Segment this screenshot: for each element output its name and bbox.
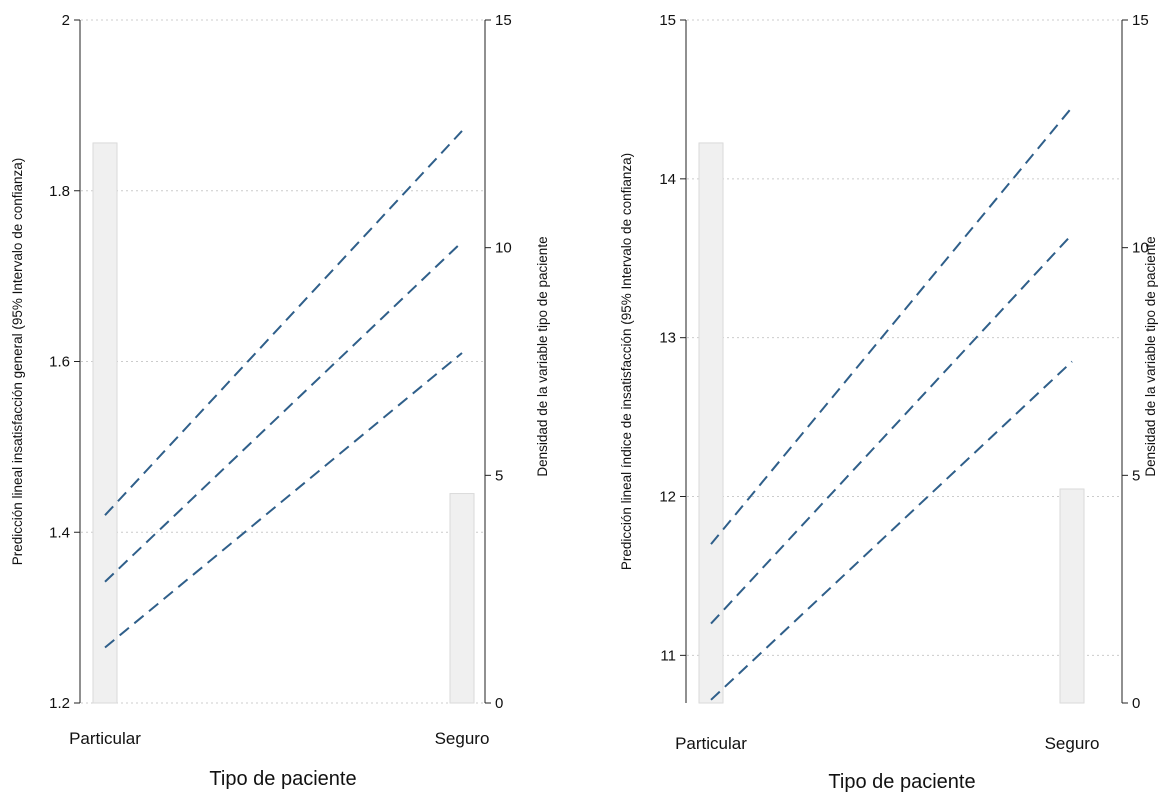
left-y-tick-label: 1.8 bbox=[49, 183, 70, 200]
x-axis-title: Tipo de paciente bbox=[209, 768, 356, 790]
left-y-tick-label: 1.2 bbox=[49, 695, 70, 712]
x-category-label: Seguro bbox=[435, 729, 490, 748]
left-y-tick-label: 11 bbox=[660, 647, 676, 664]
left-y-tick-label: 1.4 bbox=[49, 524, 70, 541]
right-y-tick-label: 10 bbox=[1132, 240, 1149, 257]
right-y-tick-label: 0 bbox=[1132, 695, 1140, 712]
series-line bbox=[104, 241, 463, 583]
right-y-tick-label: 15 bbox=[495, 12, 512, 29]
left-y-tick-label: 14 bbox=[659, 171, 676, 188]
left-y-tick-label: 2 bbox=[62, 12, 70, 29]
right-y-tick-label: 15 bbox=[1132, 12, 1149, 29]
left-y-axis-title: Predicción lineal insatisfacción general… bbox=[10, 158, 25, 565]
left-panel: 1.2 1.4 1.6 1.8 2 0 5 10 15 Particular Seguro Tipo … bbox=[10, 12, 550, 790]
x-category-label: Particular bbox=[675, 734, 747, 753]
density-bar bbox=[698, 142, 724, 704]
series-line bbox=[104, 130, 463, 516]
density-bar bbox=[449, 493, 475, 704]
right-y-axis-title: Densidad de la variable tipo de paciente bbox=[1143, 236, 1158, 476]
density-bar bbox=[92, 142, 118, 704]
left-y-tick-label: 12 bbox=[659, 489, 676, 506]
right-panel: 11 12 13 14 15 0 5 10 15 Particular Seguro Tipo de … bbox=[619, 12, 1158, 792]
left-y-tick-label: 13 bbox=[659, 330, 676, 347]
x-category-label: Seguro bbox=[1045, 734, 1100, 753]
x-axis-title: Tipo de paciente bbox=[828, 771, 975, 792]
series-line bbox=[710, 360, 1073, 701]
left-y-axis-title: Predicción lineal índice de insatisfacci… bbox=[619, 153, 634, 570]
right-y-tick-label: 5 bbox=[495, 467, 503, 484]
series-line bbox=[104, 352, 463, 649]
series-line bbox=[710, 106, 1073, 545]
series-line bbox=[710, 233, 1073, 625]
left-y-tick-label: 1.6 bbox=[49, 354, 70, 371]
density-bar bbox=[1059, 488, 1085, 704]
x-category-label: Particular bbox=[69, 729, 141, 748]
right-y-axis-title: Densidad de la variable tipo de paciente bbox=[535, 236, 550, 476]
right-y-tick-label: 5 bbox=[1132, 467, 1140, 484]
right-y-tick-label: 10 bbox=[495, 240, 512, 257]
right-y-tick-label: 0 bbox=[495, 695, 503, 712]
left-y-tick-label: 15 bbox=[659, 12, 676, 29]
